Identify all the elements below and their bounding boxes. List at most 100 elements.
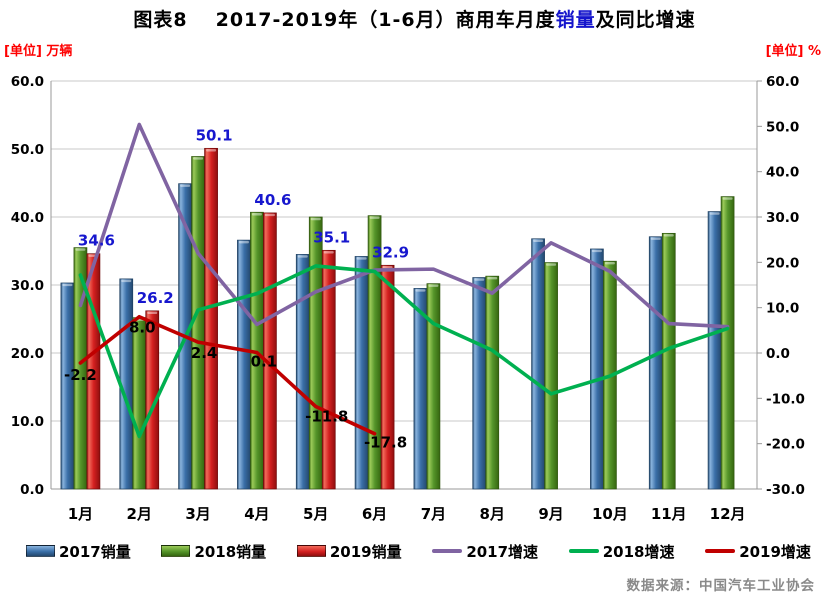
bar-2017销量 (648, 236, 663, 490)
right-axis-tick-label: 40.0 (766, 165, 799, 181)
line-value-label: 8.0 (129, 319, 156, 337)
month-label: 12月 (710, 505, 746, 523)
bar-cap (356, 257, 367, 260)
left-axis-unit: [单位] 万辆 (4, 44, 73, 59)
legend-label: 2019销量 (329, 542, 402, 561)
bar-cap (591, 249, 602, 253)
bar-2017销量 (472, 277, 487, 490)
bar-value-label: 35.1 (313, 228, 350, 246)
bar-cap (238, 240, 249, 244)
right-axis-tick-label: -30.0 (766, 482, 805, 498)
bar-cap (663, 234, 674, 237)
right-axis-tick-label: 30.0 (766, 210, 799, 226)
bar-2019销量 (380, 264, 395, 490)
legend-item-2018增速: 2018增速 (568, 541, 675, 562)
legend-item-2017销量: 2017销量 (26, 541, 131, 562)
month-label: 11月 (651, 505, 687, 523)
left-axis-tick-label: 20.0 (11, 346, 44, 362)
bar-cap (121, 279, 132, 283)
trend-line-2017增速 (78, 122, 730, 329)
legend-label: 2017销量 (59, 542, 131, 561)
bar-2018销量 (308, 216, 323, 490)
bar-value-label: 26.2 (137, 289, 174, 307)
month-label: 8月 (480, 505, 505, 523)
month-label: 10月 (592, 505, 628, 523)
legend-item-2017增速: 2017增速 (432, 541, 538, 562)
right-axis-unit: [单位] % (765, 44, 821, 59)
bar-2018销量 (426, 283, 441, 490)
legend-line-swatch (705, 549, 736, 553)
left-axis-tick-label: 40.0 (11, 210, 44, 226)
bar-2019销量 (145, 310, 160, 490)
line-value-label: -17.8 (364, 434, 407, 452)
right-axis-tick-label: 50.0 (766, 119, 799, 135)
bar-cap (264, 213, 275, 217)
page-title: 图表8 2017-2019年（1-6月）商用车月度销量及同比增速 (0, 5, 829, 32)
legend-bar-swatch (296, 545, 326, 557)
bar-2019销量 (263, 212, 277, 490)
legend-bar-swatch (161, 545, 191, 557)
legend-label: 2018销量 (194, 542, 267, 561)
bar-cap (323, 251, 334, 254)
left-axis-tick-label: 50.0 (11, 142, 44, 158)
left-axis-tick-label: 30.0 (11, 278, 44, 294)
right-axis-tick-label: -20.0 (766, 437, 805, 453)
right-axis-tick-label: 10.0 (766, 301, 799, 317)
bar-cap (428, 284, 439, 287)
bar-cap (297, 255, 308, 258)
bar-cap (75, 248, 86, 251)
bar-2019销量 (321, 249, 336, 490)
month-label: 6月 (362, 505, 387, 523)
bar-cap (474, 278, 485, 281)
bar-value-label: 32.9 (372, 243, 409, 261)
title-prefix: 图表8 (133, 9, 188, 31)
legend-item-2018销量: 2018销量 (161, 541, 266, 562)
legend-item-2019增速: 2019增速 (705, 541, 811, 562)
bar-2019销量 (204, 147, 218, 490)
bar-cap (251, 213, 262, 216)
bar-2017销量 (354, 256, 369, 490)
title-main: 2017-2019年（1-6月）商用车月度销量及同比增速 (215, 9, 696, 31)
bar-cap (382, 266, 393, 269)
trend-line-2018增速 (78, 264, 730, 439)
title-highlight: 销量 (555, 9, 596, 31)
bar-cap (650, 237, 661, 240)
legend-line-swatch (432, 549, 463, 553)
bar-cap (604, 262, 615, 265)
legend-label: 2019增速 (739, 542, 811, 561)
bar-2017销量 (413, 288, 428, 490)
line-value-label: 2.4 (191, 344, 218, 362)
month-label: 2月 (127, 505, 152, 523)
bar-2018销量 (485, 275, 500, 490)
bar-2017销量 (60, 282, 75, 490)
bar-2017销量 (707, 211, 722, 490)
bar-cap (310, 217, 321, 221)
line-value-label: 0.1 (251, 353, 278, 371)
line-value-label: -11.8 (305, 407, 348, 425)
bar-2017销量 (295, 254, 310, 490)
bar-value-label: 40.6 (254, 191, 291, 209)
bar-cap (180, 184, 191, 187)
bar-cap (709, 212, 720, 215)
bar-value-label: 34.6 (78, 232, 115, 250)
month-label: 4月 (244, 505, 269, 523)
bar-cap (533, 239, 544, 242)
bar-2018销量 (544, 262, 558, 490)
bar-2018销量 (661, 232, 676, 490)
left-axis-tick-label: 60.0 (11, 74, 44, 90)
bar-2017销量 (237, 239, 251, 490)
legend: 2017销量 2018销量 2019销量 2017增速 2018增速 2019增速 (26, 538, 811, 564)
left-axis-tick-label: 0.0 (20, 482, 44, 498)
legend-label: 2017增速 (466, 542, 539, 561)
right-axis-tick-label: 0.0 (766, 346, 790, 362)
month-label: 3月 (185, 505, 210, 523)
right-axis-tick-label: 20.0 (766, 255, 799, 271)
month-label: 9月 (538, 505, 563, 523)
bar-cap (369, 216, 380, 219)
bar-2017销量 (531, 238, 545, 490)
bar-2018销量 (132, 317, 147, 490)
month-label: 7月 (421, 505, 446, 523)
legend-label: 2018增速 (602, 542, 675, 561)
right-axis-tick-label: -10.0 (766, 391, 805, 407)
